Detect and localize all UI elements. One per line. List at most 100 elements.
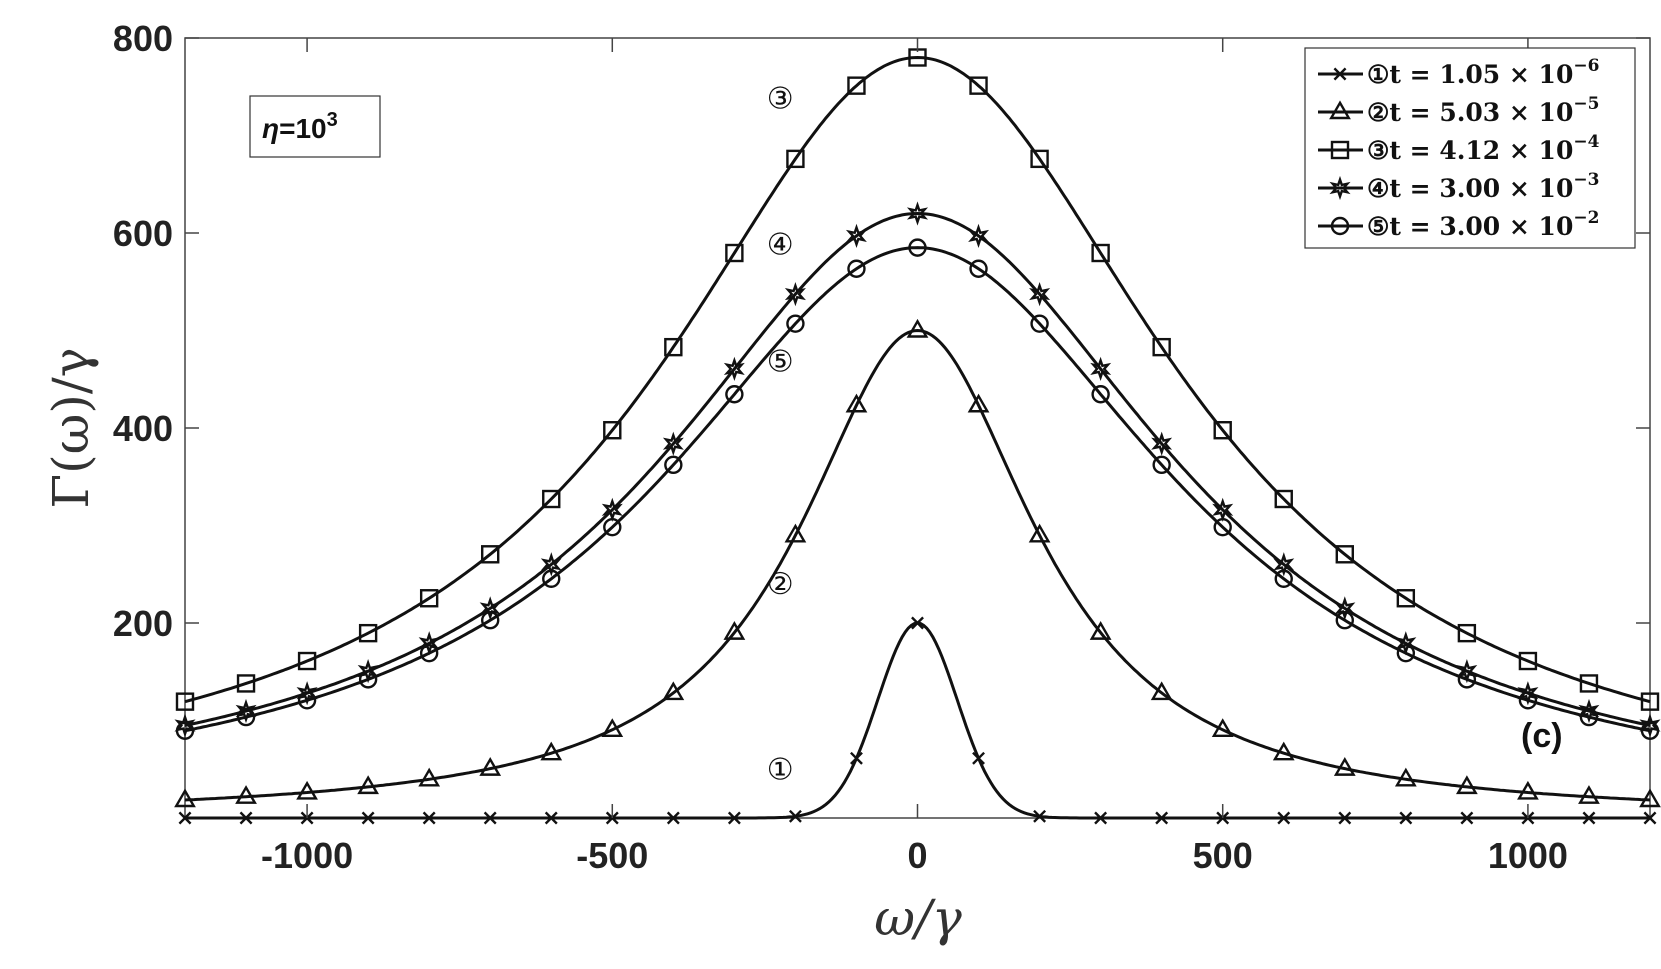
data-point-series-2 [296, 780, 318, 800]
x-axis-label: ω/γ [874, 889, 962, 947]
data-point-series-4 [418, 631, 440, 656]
data-point-series-3 [358, 623, 378, 643]
data-point-series-1 [911, 616, 924, 630]
data-point-series-1 [1155, 811, 1169, 825]
curve-labels: ① ② ③ ④ ⑤ [767, 81, 794, 787]
data-point-series-3 [847, 76, 866, 95]
legend-entry-exponent: −4 [1573, 132, 1599, 152]
data-point-series-4 [723, 356, 745, 382]
data-point-series-3 [542, 489, 561, 509]
legend-marker-3 [1330, 140, 1350, 160]
data-point-series-2 [1578, 785, 1600, 804]
data-point-series-4 [1639, 713, 1661, 738]
data-point-series-4 [1578, 698, 1600, 724]
x-tick-label: 500 [1193, 835, 1253, 876]
data-point-series-2 [540, 741, 563, 761]
data-point-series-3 [1091, 243, 1110, 263]
data-point-series-4 [357, 658, 379, 684]
data-point-series-3 [1030, 149, 1049, 169]
data-point-series-3 [603, 421, 622, 440]
annotation-superscript: 3 [327, 109, 338, 131]
data-point-series-2 [662, 681, 685, 701]
y-tick-label: 400 [113, 408, 173, 449]
legend-entry-3: ③t = 4.12 × 10−4 [1367, 132, 1600, 165]
data-point-series-4 [1334, 596, 1356, 621]
data-point-series-2 [1028, 523, 1051, 543]
data-point-series-5 [1335, 611, 1354, 630]
legend-entry-text: ⑤t = 3.00 × 10 [1367, 212, 1573, 241]
data-point-series-3 [481, 545, 500, 564]
data-point-series-1 [239, 811, 253, 825]
data-point-series-1 [727, 811, 741, 825]
data-point-series-3 [1640, 692, 1660, 711]
data-point-series-5 [481, 611, 500, 630]
data-point-series-5 [1152, 455, 1171, 475]
data-point-series-2 [418, 767, 441, 787]
panel-label: (c) [1521, 717, 1563, 755]
data-point-series-4 [1090, 356, 1112, 382]
data-point-series-2 [1639, 788, 1661, 808]
data-point-series-5 [1274, 569, 1293, 588]
legend-entry-1: ①t = 1.05 × 10−6 [1367, 56, 1599, 89]
data-point-series-3 [1335, 545, 1354, 564]
data-point-series-4 [479, 596, 501, 621]
data-point-series-1 [1460, 811, 1474, 825]
curve-label-4: ④ [767, 228, 794, 263]
data-point-series-1 [1277, 811, 1291, 825]
data-point-series-1 [1582, 811, 1596, 825]
data-point-series-5 [175, 721, 195, 740]
data-point-series-3 [1213, 421, 1232, 440]
data-markers [174, 48, 1661, 825]
data-point-series-2 [235, 785, 257, 804]
data-point-series-4 [1517, 681, 1539, 706]
data-point-series-5 [786, 314, 805, 333]
parameter-annotation: η=103 [249, 95, 381, 158]
data-point-series-3 [175, 692, 195, 711]
data-point-series-1 [483, 811, 497, 825]
x-tick-label: -500 [576, 835, 648, 876]
data-point-series-5 [236, 707, 256, 727]
legend-marker-4 [1329, 175, 1351, 201]
data-point-series-3 [1518, 651, 1538, 671]
legend-entry-text: ②t = 5.03 × 10 [1367, 98, 1573, 127]
data-point-series-2 [723, 621, 746, 640]
data-point-series-4 [662, 431, 684, 456]
data-point-series-5 [1579, 707, 1599, 727]
data-point-series-3 [297, 651, 317, 671]
series-line-3 [184, 55, 1651, 704]
data-point-series-2 [1517, 780, 1539, 800]
data-point-series-1 [422, 811, 436, 825]
data-point-series-1 [178, 811, 192, 825]
series-line-4 [184, 211, 1651, 727]
legend-box [1304, 47, 1636, 249]
data-point-series-4 [1395, 631, 1417, 656]
data-point-series-3 [969, 76, 988, 95]
x-tick-label: 0 [907, 835, 927, 876]
data-point-series-2 [784, 523, 807, 543]
y-tick-label: 600 [113, 213, 173, 254]
legend-entry-exponent: −3 [1573, 170, 1599, 190]
data-point-series-4 [1151, 431, 1173, 456]
data-point-series-3 [1152, 337, 1171, 357]
data-point-series-1 [544, 811, 558, 825]
y-axis: 200 400 600 800 [113, 18, 1650, 644]
curve-label-2: ② [767, 567, 794, 602]
data-point-series-5 [1030, 314, 1049, 333]
data-point-series-3 [236, 674, 256, 693]
data-point-series-1 [1338, 811, 1352, 825]
data-point-series-4 [968, 223, 990, 249]
data-point-series-2 [357, 775, 380, 795]
legend-marker-5 [1330, 216, 1350, 236]
data-point-series-2 [1394, 767, 1417, 787]
data-point-series-3 [1579, 674, 1599, 693]
data-point-series-4 [1456, 658, 1478, 684]
data-point-series-4 [906, 201, 929, 226]
data-point-series-5 [1518, 691, 1538, 710]
annotation-rest: =10 [279, 113, 327, 144]
data-point-series-4 [174, 713, 196, 738]
data-point-series-5 [908, 238, 927, 257]
data-point-series-5 [297, 691, 317, 710]
y-tick-label: 800 [113, 18, 173, 59]
legend-entry-2: ②t = 5.03 × 10−5 [1367, 94, 1599, 127]
legend-entry-exponent: −2 [1573, 208, 1599, 228]
